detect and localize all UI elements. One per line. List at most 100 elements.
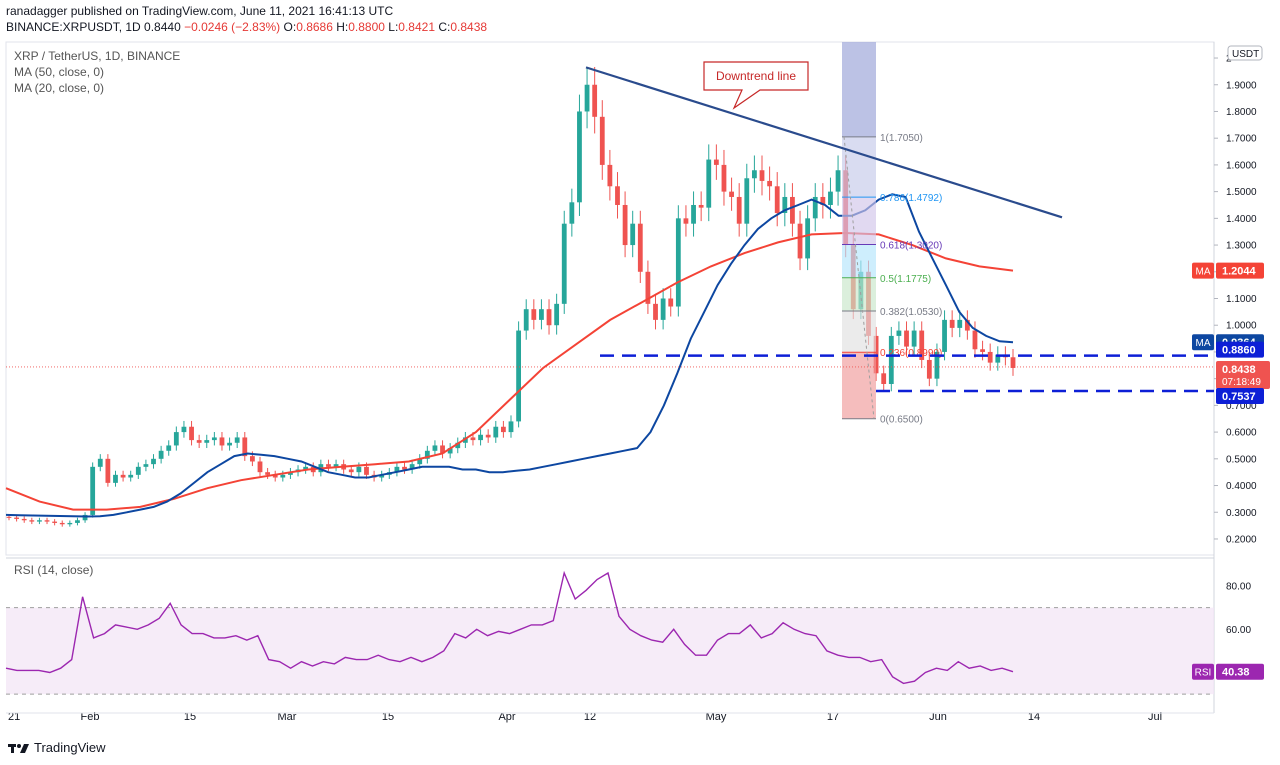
candle-body [478, 434, 483, 441]
candle-body [926, 359, 932, 379]
fib-zone [842, 197, 876, 245]
candle-body [972, 330, 978, 350]
candle-body [196, 440, 202, 443]
price-tick-label: 1.5000 [1226, 187, 1257, 198]
candle-body [166, 445, 172, 451]
candle-body [919, 330, 925, 360]
candle-body [516, 330, 522, 422]
candle-body [660, 298, 666, 320]
price-tick-label: 0.2000 [1226, 534, 1257, 545]
price-tick-label: 1.6000 [1226, 160, 1257, 171]
candle-body [173, 432, 179, 446]
candle-body [751, 170, 757, 179]
downtrend-line [585, 66, 1063, 219]
candle-body [44, 520, 50, 522]
candle-body [348, 469, 354, 473]
candle-body [767, 180, 773, 187]
candle-body [797, 223, 803, 259]
ma20-tag [1192, 334, 1214, 351]
candle-body [554, 303, 560, 326]
candle-body [326, 464, 331, 467]
candle-body [790, 196, 795, 224]
time-tick-label: May [706, 711, 727, 723]
time-tick-label: Feb [81, 711, 100, 723]
legend-ma20[interactable]: MA (20, close, 0) [14, 81, 105, 95]
price-tick-label: 1.8000 [1226, 107, 1257, 118]
candle-body [774, 186, 780, 213]
candle-body [424, 450, 430, 459]
currency-badge-label: USDT [1232, 49, 1259, 60]
price-tick-label: 1.3000 [1226, 241, 1257, 252]
candle-body [805, 218, 811, 259]
time-tick-label: Jun [929, 711, 947, 723]
fib-extension-zone [842, 42, 876, 137]
candle-body [812, 196, 818, 219]
candle-body [607, 164, 613, 187]
candle-body [303, 466, 309, 470]
candle-body [90, 466, 96, 515]
support-upper-badge-label: 0.8860 [1222, 345, 1256, 357]
time-tick-label: 17 [827, 711, 839, 723]
candle-body [615, 186, 620, 205]
candle-body [485, 434, 491, 438]
price-pane-frame [5, 41, 1215, 556]
candle-body [1010, 357, 1016, 368]
candle-body [6, 516, 12, 518]
time-tick-label: Jul [1148, 711, 1162, 723]
downtrend-callout-text: Downtrend line [716, 69, 796, 83]
publish-info: ranadagger published on TradingView.com,… [6, 4, 394, 18]
support-lower-badge-label: 0.7537 [1222, 391, 1256, 403]
rsi-tick-label: 60.00 [1226, 625, 1251, 636]
candle-body [14, 517, 20, 519]
quote-line: BINANCE:XRPUSDT, 1D 0.8440 −0.0246 (−2.8… [6, 20, 487, 34]
fib-level-label: 0.786(1.4792) [880, 193, 942, 204]
open-value: 0.8686 [296, 20, 333, 34]
tradingview-brand[interactable]: TradingView [8, 740, 106, 755]
rsi-badge-label: 40.38 [1222, 667, 1250, 679]
candle-body [539, 309, 544, 320]
candle-body [835, 170, 841, 192]
candle-body [637, 223, 643, 272]
candle-body [599, 116, 605, 165]
candle-body [622, 204, 628, 246]
candle-body [470, 437, 476, 441]
candle-body [67, 522, 73, 525]
candle-body [653, 303, 658, 320]
candle-body [394, 466, 400, 473]
candle-body [523, 309, 529, 331]
price-tick-label: 0.6000 [1226, 428, 1257, 439]
price-tick-label: 1.0000 [1226, 321, 1257, 332]
candle-body [820, 196, 826, 205]
candle-body [888, 335, 894, 384]
candle-body [561, 223, 567, 304]
rsi-legend[interactable]: RSI (14, close) [14, 563, 94, 577]
candle-body [462, 437, 468, 443]
time-tick-label: Mar [278, 711, 297, 723]
candle-body [409, 464, 415, 470]
candle-body [500, 426, 506, 433]
legend-ma50[interactable]: MA (50, close, 0) [14, 65, 105, 79]
support-lower-badge [1216, 388, 1264, 405]
candle-body [257, 461, 263, 473]
candle-body [280, 474, 286, 478]
ma20-tag-label: MA [1196, 338, 1211, 349]
low-value: 0.8421 [398, 20, 435, 34]
price-tick-label: 0.7000 [1226, 401, 1257, 412]
candle-body [721, 164, 727, 192]
low-label: L: [388, 20, 399, 34]
candle-body [97, 458, 103, 467]
candle-body [508, 421, 514, 433]
rsi-tag [1192, 663, 1214, 680]
candle-body [949, 319, 955, 328]
candle-body [219, 437, 225, 446]
candle-body [272, 474, 278, 478]
candle-body [135, 466, 141, 475]
candle-body [675, 218, 681, 307]
candle-body [706, 159, 712, 208]
candle-body [379, 474, 385, 478]
legend-title[interactable]: XRP / TetherUS, 1D, BINANCE [14, 49, 181, 63]
price-tick-label: 1.1000 [1226, 294, 1257, 305]
candle-body [364, 466, 369, 475]
last-price-badge-label: 0.8438 [1222, 364, 1256, 376]
